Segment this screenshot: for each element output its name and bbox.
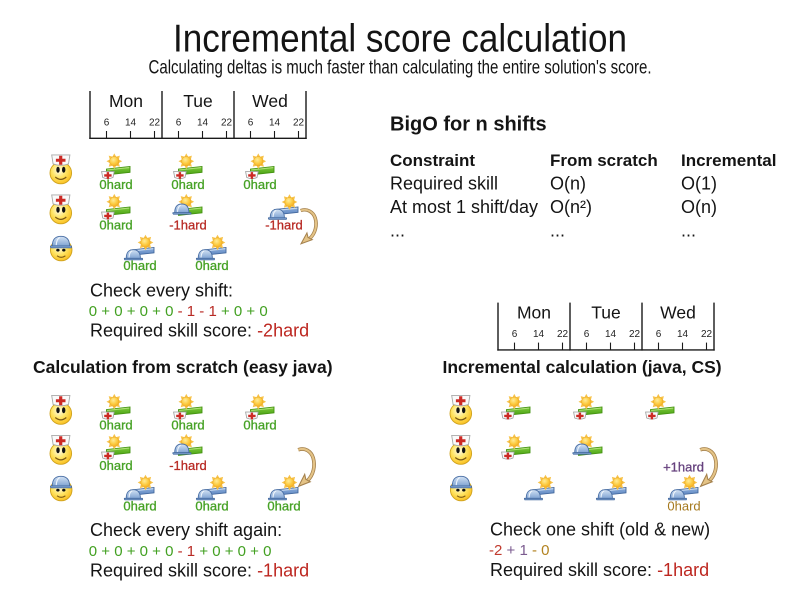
svg-text:0hard: 0hard — [99, 218, 132, 233]
svg-text:0hard: 0hard — [99, 458, 132, 473]
svg-text:Required skill score: -1hard: Required skill score: -1hard — [490, 560, 709, 580]
svg-text:14: 14 — [125, 117, 137, 128]
svg-text:-1hard: -1hard — [169, 218, 207, 233]
svg-text:6: 6 — [248, 117, 254, 128]
svg-text:0hard: 0hard — [123, 499, 156, 514]
svg-text:0 + 0 + 0 + 0 - 1 - 1 + 0 + 0: 0 + 0 + 0 + 0 - 1 - 1 + 0 + 0 — [89, 303, 268, 320]
svg-text:0 + 0 + 0 + 0 - 1 + 0 + 0 + 0: 0 + 0 + 0 + 0 - 1 + 0 + 0 + 0 — [89, 543, 272, 560]
svg-text:Tue: Tue — [591, 303, 621, 323]
svg-text:0hard: 0hard — [267, 499, 300, 514]
svg-text:Calculation from scratch (easy: Calculation from scratch (easy java) — [33, 357, 333, 377]
svg-text:Calculating deltas is much fas: Calculating deltas is much faster than c… — [149, 57, 652, 78]
svg-text:14: 14 — [677, 329, 689, 340]
svg-text:O(n): O(n) — [550, 173, 586, 193]
svg-text:14: 14 — [197, 117, 209, 128]
svg-text:Check every shift:: Check every shift: — [90, 280, 233, 300]
svg-text:Required skill: Required skill — [390, 173, 498, 193]
svg-text:22: 22 — [557, 329, 569, 340]
svg-text:BigO for n shifts: BigO for n shifts — [390, 114, 547, 136]
svg-text:O(n²): O(n²) — [550, 197, 592, 217]
svg-text:Wed: Wed — [660, 303, 696, 323]
svg-text:6: 6 — [176, 117, 182, 128]
svg-text:Incremental calculation (java,: Incremental calculation (java, CS) — [443, 357, 722, 377]
svg-text:-2 + 1 - 0: -2 + 1 - 0 — [489, 542, 549, 559]
svg-text:...: ... — [550, 220, 565, 240]
svg-text:0hard: 0hard — [195, 499, 228, 514]
svg-text:0hard: 0hard — [99, 177, 132, 192]
svg-text:-1hard: -1hard — [169, 458, 207, 473]
svg-text:0hard: 0hard — [195, 258, 228, 273]
svg-text:At most 1 shift/day: At most 1 shift/day — [390, 197, 538, 217]
svg-text:Constraint: Constraint — [390, 151, 475, 170]
svg-text:0hard: 0hard — [243, 418, 276, 433]
svg-text:-1hard: -1hard — [265, 218, 303, 233]
svg-text:Incremental: Incremental — [681, 151, 776, 170]
svg-text:22: 22 — [293, 117, 305, 128]
svg-text:22: 22 — [629, 329, 641, 340]
svg-text:+1hard: +1hard — [663, 460, 704, 475]
svg-text:O(n): O(n) — [681, 197, 717, 217]
svg-text:0hard: 0hard — [243, 177, 276, 192]
svg-text:0hard: 0hard — [667, 499, 700, 514]
svg-text:22: 22 — [701, 329, 713, 340]
svg-text:From scratch: From scratch — [550, 151, 658, 170]
svg-text:Incremental score calculation: Incremental score calculation — [173, 18, 627, 61]
svg-text:Wed: Wed — [252, 91, 288, 111]
svg-text:...: ... — [681, 220, 696, 240]
svg-text:O(1): O(1) — [681, 173, 717, 193]
svg-text:Check one shift (old & new): Check one shift (old & new) — [490, 519, 710, 539]
svg-text:Tue: Tue — [183, 91, 213, 111]
svg-text:14: 14 — [605, 329, 617, 340]
svg-text:6: 6 — [104, 117, 110, 128]
svg-text:6: 6 — [584, 329, 590, 340]
svg-text:22: 22 — [221, 117, 233, 128]
svg-text:6: 6 — [656, 329, 662, 340]
svg-text:Required skill score: -1hard: Required skill score: -1hard — [90, 560, 309, 580]
svg-text:0hard: 0hard — [123, 258, 156, 273]
svg-text:0hard: 0hard — [99, 418, 132, 433]
svg-text:0hard: 0hard — [171, 418, 204, 433]
svg-text:14: 14 — [533, 329, 545, 340]
svg-text:Mon: Mon — [517, 303, 551, 323]
svg-text:6: 6 — [512, 329, 518, 340]
svg-text:14: 14 — [269, 117, 281, 128]
svg-text:22: 22 — [149, 117, 161, 128]
svg-text:0hard: 0hard — [171, 177, 204, 192]
svg-text:Mon: Mon — [109, 91, 143, 111]
svg-text:Required skill score: -2hard: Required skill score: -2hard — [90, 320, 309, 340]
svg-text:...: ... — [390, 220, 405, 240]
svg-text:Check every shift again:: Check every shift again: — [90, 520, 282, 540]
